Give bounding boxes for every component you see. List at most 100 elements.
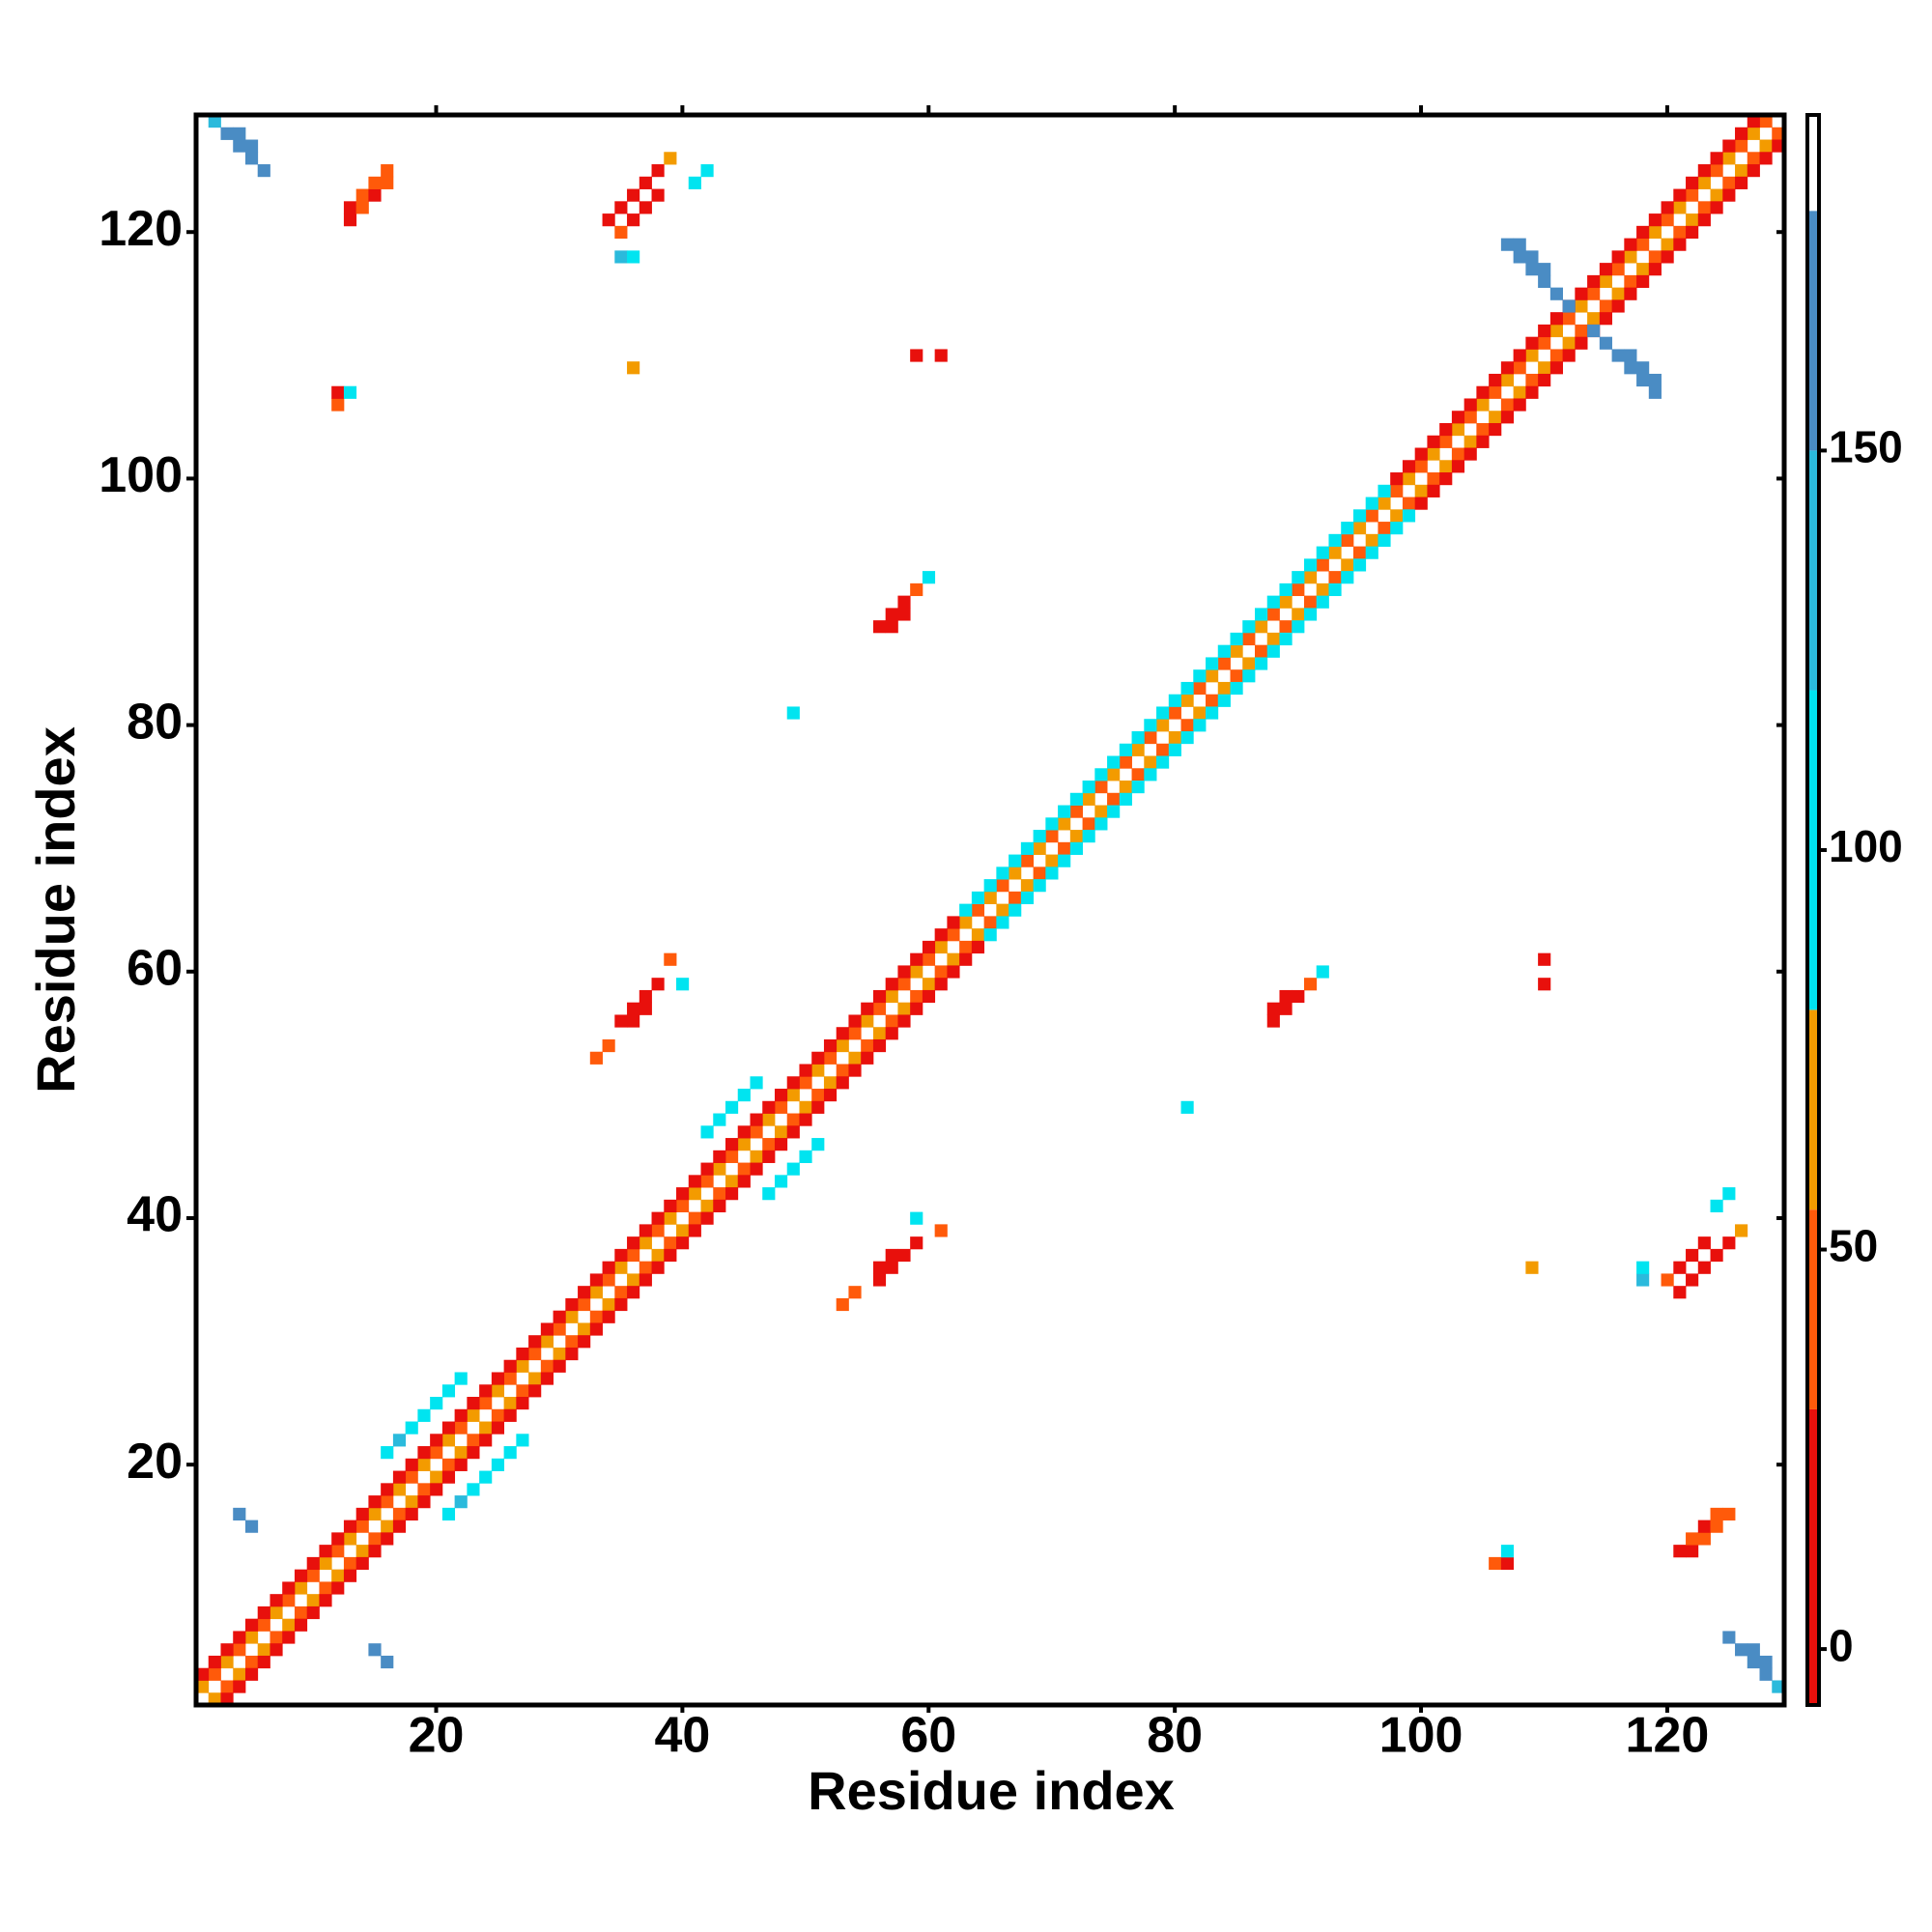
heatmap-cell bbox=[996, 867, 1009, 880]
heatmap-cell bbox=[1538, 263, 1551, 276]
y-tick-label: 120 bbox=[99, 201, 183, 257]
heatmap-cell bbox=[430, 1446, 443, 1460]
heatmap-cell bbox=[1661, 1273, 1674, 1287]
heatmap-cell bbox=[405, 1470, 418, 1484]
heatmap-cell bbox=[996, 903, 1009, 917]
heatmap-cell bbox=[381, 164, 394, 178]
heatmap-cell bbox=[922, 978, 936, 991]
heatmap-cell bbox=[1206, 669, 1219, 683]
heatmap-cell bbox=[355, 1520, 369, 1533]
heatmap-cell bbox=[1648, 213, 1662, 227]
heatmap-cell bbox=[1414, 447, 1428, 461]
heatmap-cell bbox=[1217, 694, 1231, 707]
heatmap-cell bbox=[1549, 349, 1564, 362]
heatmap-cell bbox=[1266, 595, 1280, 609]
heatmap-cell bbox=[1058, 817, 1071, 831]
heatmap-cell bbox=[811, 1100, 825, 1114]
heatmap-cell bbox=[1168, 730, 1181, 745]
heatmap-cell bbox=[368, 1507, 382, 1521]
heatmap-cell bbox=[1414, 484, 1428, 497]
heatmap-cell bbox=[1587, 274, 1601, 289]
heatmap-cell bbox=[688, 1224, 701, 1237]
heatmap-cell bbox=[823, 1038, 838, 1053]
heatmap-cell bbox=[1352, 509, 1367, 523]
heatmap-cell bbox=[737, 1175, 751, 1188]
heatmap-cell bbox=[971, 903, 985, 917]
heatmap-cell bbox=[861, 1014, 874, 1028]
heatmap-cell bbox=[934, 940, 948, 954]
heatmap-cell bbox=[1144, 768, 1157, 781]
heatmap-cell bbox=[700, 1211, 714, 1225]
heatmap-cell bbox=[774, 1138, 788, 1151]
heatmap-cell bbox=[1599, 263, 1612, 276]
heatmap-cell bbox=[750, 1150, 763, 1163]
heatmap-cell bbox=[1648, 373, 1662, 387]
heatmap-cell bbox=[233, 139, 246, 153]
heatmap-cell bbox=[257, 1605, 270, 1620]
heatmap-cell bbox=[1451, 411, 1465, 424]
heatmap-cell bbox=[1365, 509, 1378, 523]
heatmap-cell bbox=[1107, 792, 1121, 806]
heatmap-cell bbox=[861, 1002, 874, 1015]
heatmap-cell bbox=[762, 1138, 776, 1151]
heatmap-cell bbox=[1735, 1224, 1748, 1237]
heatmap-cell bbox=[503, 1446, 517, 1460]
heatmap-cell bbox=[1722, 188, 1736, 202]
x-tick-label: 100 bbox=[1379, 1708, 1463, 1764]
heatmap-cell bbox=[430, 1434, 443, 1447]
heatmap-cell bbox=[306, 1569, 320, 1582]
heatmap-cell bbox=[750, 1162, 763, 1176]
heatmap-cell bbox=[713, 1187, 726, 1201]
heatmap-cell bbox=[220, 1655, 234, 1669]
heatmap-cell bbox=[750, 1125, 763, 1139]
heatmap-cell bbox=[1759, 139, 1773, 153]
heatmap-cell bbox=[528, 1384, 542, 1398]
heatmap-cell bbox=[1525, 1261, 1539, 1274]
heatmap-cell bbox=[467, 1434, 480, 1447]
heatmap-cell bbox=[872, 989, 887, 1004]
heatmap-cell bbox=[1069, 830, 1083, 843]
heatmap-cell bbox=[1489, 411, 1502, 424]
heatmap-cell bbox=[1439, 460, 1453, 473]
heatmap-cell bbox=[233, 1680, 246, 1693]
heatmap-cell bbox=[799, 1076, 812, 1090]
heatmap-cell bbox=[282, 1618, 296, 1632]
heatmap-cell bbox=[220, 127, 234, 140]
colorbar-segment bbox=[1807, 211, 1819, 451]
heatmap-cell bbox=[971, 928, 985, 942]
heatmap-cell bbox=[1513, 398, 1526, 412]
heatmap-cell bbox=[1402, 460, 1416, 473]
heatmap-cell bbox=[1180, 730, 1194, 745]
heatmap-cell bbox=[762, 1113, 776, 1126]
heatmap-cell bbox=[1710, 152, 1723, 165]
heatmap-cell bbox=[762, 1187, 776, 1201]
x-tick-label: 80 bbox=[1147, 1708, 1203, 1764]
heatmap-cell bbox=[602, 1038, 615, 1053]
heatmap-cell bbox=[381, 1483, 394, 1496]
heatmap-cell bbox=[381, 1520, 394, 1533]
heatmap-cell bbox=[897, 1248, 911, 1263]
heatmap-cell bbox=[441, 1384, 456, 1398]
heatmap-cell bbox=[1255, 608, 1268, 621]
heatmap-cell bbox=[1648, 225, 1662, 239]
heatmap-cell bbox=[1242, 632, 1256, 646]
heatmap-cell bbox=[503, 1359, 517, 1373]
y-tick-label: 80 bbox=[127, 694, 183, 750]
heatmap-cell bbox=[1378, 522, 1391, 535]
heatmap-cell bbox=[1599, 312, 1612, 326]
heatmap-cell bbox=[578, 1335, 591, 1349]
heatmap-cell bbox=[627, 1273, 640, 1287]
heatmap-cell bbox=[1722, 152, 1736, 165]
heatmap-cell bbox=[1661, 238, 1674, 251]
heatmap-cell bbox=[651, 164, 665, 178]
heatmap-cell bbox=[1180, 1100, 1194, 1114]
heatmap-cell bbox=[1266, 632, 1280, 646]
heatmap-cell bbox=[491, 1408, 505, 1422]
heatmap-cell bbox=[1045, 830, 1059, 843]
heatmap-cell bbox=[627, 1286, 640, 1299]
heatmap-cell bbox=[319, 1545, 332, 1558]
heatmap-cell bbox=[1206, 657, 1219, 670]
heatmap-cell bbox=[1500, 1556, 1515, 1571]
heatmap-cell bbox=[441, 1434, 456, 1447]
heatmap-cell bbox=[1587, 287, 1601, 300]
